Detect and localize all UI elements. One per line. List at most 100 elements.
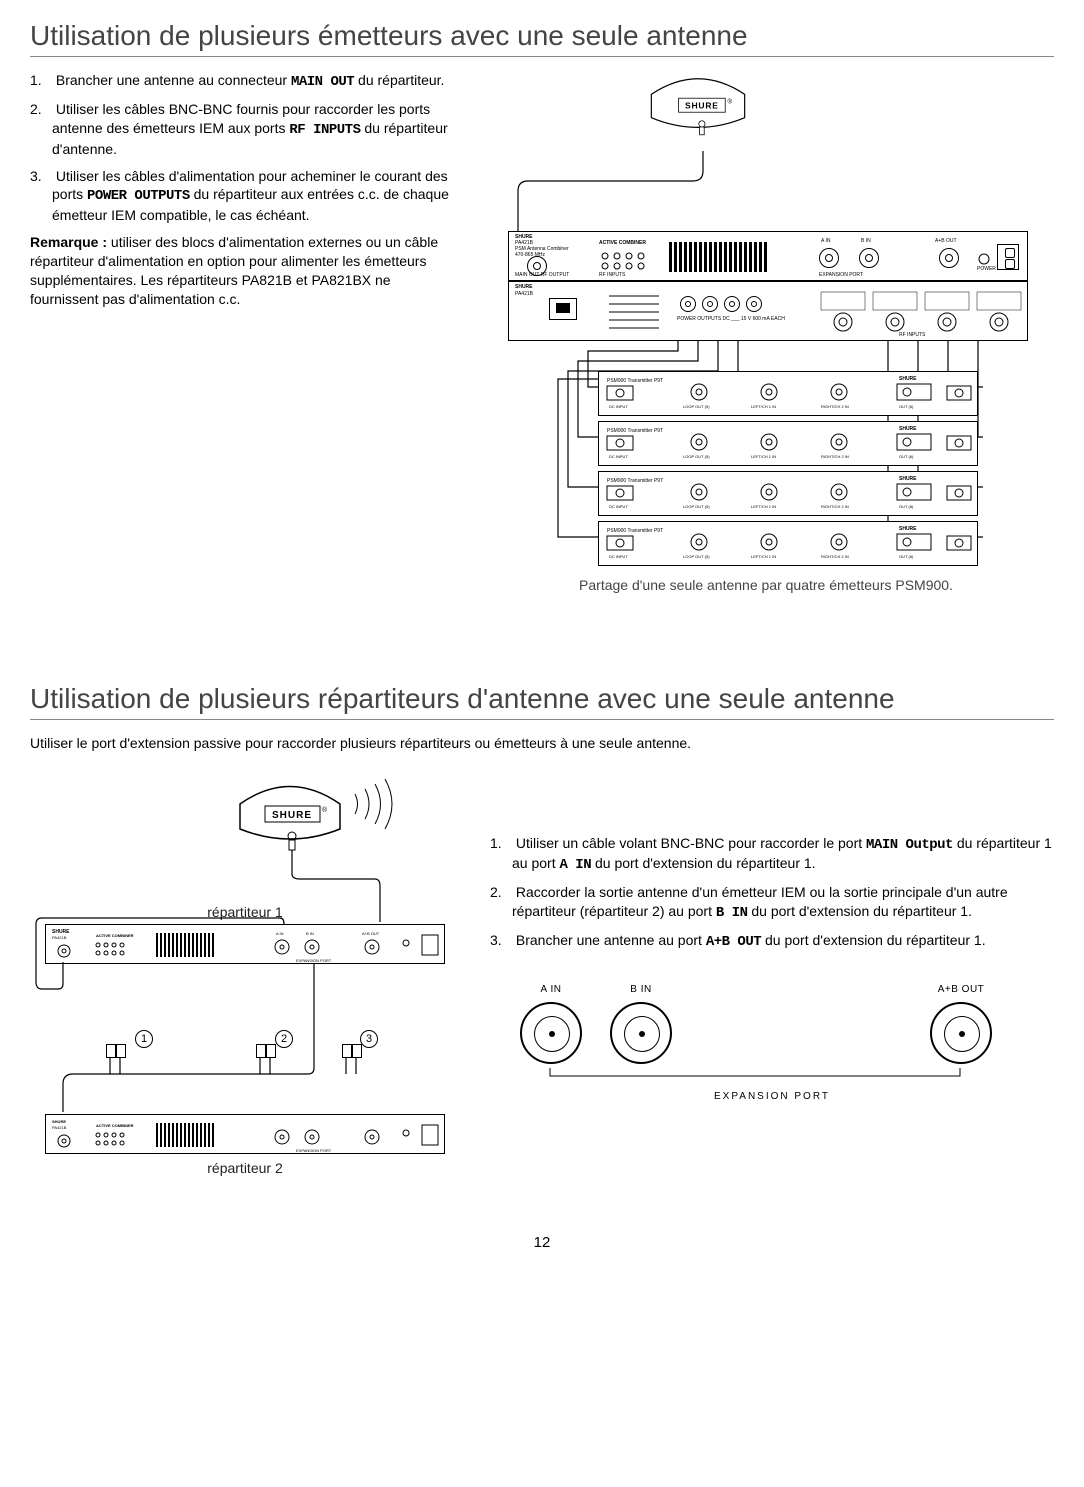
power-switch	[997, 244, 1019, 270]
s2-step-2-post: du port d'extension du répartiteur 1.	[747, 903, 971, 919]
svg-text:PSM900 Transmitter P9T: PSM900 Transmitter P9T	[607, 528, 663, 534]
s2-step-3-pre: Brancher une antenne au port	[516, 932, 706, 948]
exp-a-in-label: A IN	[520, 984, 582, 995]
s2-step-3-post: du port d'extension du répartiteur 1.	[761, 932, 985, 948]
section1-title: Utilisation de plusieurs émetteurs avec …	[30, 20, 1054, 57]
svg-text:OUT (6): OUT (6)	[899, 504, 914, 509]
svg-text:PSM900 Transmitter P9T: PSM900 Transmitter P9T	[607, 478, 663, 484]
power-label: POWER	[977, 266, 996, 272]
combiner-front-panel: SHURE PA421B PSM Antenna Combiner 470-86…	[508, 231, 1028, 281]
section1-body: Brancher une antenne au connecteur MAIN …	[30, 71, 1054, 593]
svg-text:ACTIVE COMBINER: ACTIVE COMBINER	[96, 1123, 134, 1128]
svg-text:SHURE: SHURE	[52, 1119, 66, 1124]
svg-text:LOOP OUT (5): LOOP OUT (5)	[683, 454, 710, 459]
iec-inlet-icon	[549, 298, 577, 320]
ab-out-bnc	[939, 248, 959, 268]
bnc-conn	[266, 1044, 276, 1058]
ab-out-label: A+B OUT	[935, 238, 957, 244]
s2-step-1: Utiliser un câble volant BNC-BNC pour ra…	[490, 834, 1054, 876]
section2-steps: Utiliser un câble volant BNC-BNC pour ra…	[490, 834, 1054, 952]
s2-step-1-code2: A IN	[559, 857, 591, 873]
bnc-conn	[116, 1044, 126, 1058]
power-out-bnc-row	[677, 296, 765, 317]
bnc-conn	[106, 1044, 116, 1058]
section2: Utilisation de plusieurs répartiteurs d'…	[30, 683, 1054, 1194]
svg-text:RIGHT/CH 2 IN: RIGHT/CH 2 IN	[821, 404, 849, 409]
svg-text:LEFT/CH 1 IN: LEFT/CH 1 IN	[751, 554, 776, 559]
transmitter-3: PSM900 Transmitter P9T DC INPUT LOOP OUT…	[598, 471, 978, 516]
power-out-label: POWER OUTPUTS DC ___ 15 V 600 mA EACH	[677, 316, 785, 322]
svg-text:OUT (6): OUT (6)	[899, 454, 914, 459]
exp-b-in-label: B IN	[610, 984, 672, 995]
diagram-1: SHURE ® SHURE P	[478, 71, 1038, 571]
exp-a-in-bnc	[520, 1002, 582, 1064]
section2-title: Utilisation de plusieurs répartiteurs d'…	[30, 683, 1054, 720]
rep2-label: répartiteur 2	[30, 1160, 460, 1176]
transmitter-4: PSM900 Transmitter P9T DC INPUT LOOP OUT…	[598, 521, 978, 566]
expansion-label: EXPANSION PORT	[819, 272, 863, 278]
svg-text:OUT (6): OUT (6)	[899, 554, 914, 559]
section1-steps: Brancher une antenne au connecteur MAIN …	[30, 71, 460, 225]
rfinputs-front-label: RF INPUTS	[599, 272, 625, 278]
s2-step-2: Raccorder la sortie antenne d'un émetteu…	[490, 883, 1054, 923]
s2-step-3: Brancher une antenne au port A+B OUT du …	[490, 931, 1054, 952]
s2-step-1-post: du port d'extension du répartiteur 1.	[591, 855, 815, 871]
exp-ab-out-bnc	[930, 1002, 992, 1064]
transmitter-2: PSM900 Transmitter P9T DC INPUT LOOP OUT…	[598, 421, 978, 466]
svg-text:PSM900 Transmitter P9T: PSM900 Transmitter P9T	[607, 428, 663, 434]
s1-step-1: Brancher une antenne au connecteur MAIN …	[30, 71, 460, 92]
model-label-back: PA421B	[515, 291, 533, 297]
vent-grille	[669, 242, 769, 277]
rf-inputs-back-label: RF INPUTS	[899, 332, 925, 338]
transmitter-1: PSM900 Transmitter P9T DC INPUT LOOP OUT…	[598, 371, 978, 416]
section2-body: SHURE ® répartiteur 1 SHURE PA421B ACTIV…	[30, 774, 1054, 1194]
svg-text:DC INPUT: DC INPUT	[609, 404, 628, 409]
svg-text:LOOP OUT (5): LOOP OUT (5)	[683, 404, 710, 409]
section1-text-col: Brancher une antenne au connecteur MAIN …	[30, 71, 460, 593]
exp-underline	[490, 1068, 1020, 1088]
svg-text:EXPANSION PORT: EXPANSION PORT	[296, 1148, 332, 1153]
svg-text:RIGHT/CH 2 IN: RIGHT/CH 2 IN	[821, 454, 849, 459]
section1-remark: Remarque : utiliser des blocs d'alimenta…	[30, 233, 460, 309]
svg-text:OUT (6): OUT (6)	[899, 404, 914, 409]
combiner-back-panel: SHURE PA421B POWER OUTPUTS DC ___ 15 V 6…	[508, 281, 1028, 341]
brand-label-back: SHURE	[515, 284, 533, 290]
svg-text:LOOP OUT (5): LOOP OUT (5)	[683, 554, 710, 559]
svg-text:DC INPUT: DC INPUT	[609, 504, 628, 509]
svg-text:LOOP OUT (5): LOOP OUT (5)	[683, 504, 710, 509]
splitter-2-panel: SHURE PA421B ACTIVE COMBINER EXPANSION P…	[45, 1114, 445, 1154]
s1-step-1-pre: Brancher une antenne au connecteur	[56, 72, 291, 88]
svg-text:SHURE: SHURE	[899, 426, 917, 432]
exp-ab-out-label: A+B OUT	[930, 984, 992, 995]
s2-step-1-code: MAIN Output	[866, 837, 953, 853]
svg-text:LEFT/CH 1 IN: LEFT/CH 1 IN	[751, 504, 776, 509]
b-in-bnc	[859, 248, 879, 268]
section2-intro: Utiliser le port d'extension passive pou…	[30, 734, 1054, 754]
svg-text:PA421B: PA421B	[52, 1125, 67, 1130]
bnc-conn	[352, 1044, 362, 1058]
svg-text:DC INPUT: DC INPUT	[609, 554, 628, 559]
vent-lines	[609, 292, 669, 337]
combiner-label: ACTIVE COMBINER	[599, 240, 646, 246]
s1-step-2-code: RF INPUTS	[289, 122, 360, 138]
b-in-label: B IN	[861, 238, 871, 244]
svg-text:SHURE: SHURE	[899, 376, 917, 382]
svg-text:PSM900 Transmitter P9T: PSM900 Transmitter P9T	[607, 378, 663, 384]
svg-text:LEFT/CH 1 IN: LEFT/CH 1 IN	[751, 454, 776, 459]
s1-step-1-post: du répartiteur.	[354, 72, 444, 88]
section2-right-col: Utiliser un câble volant BNC-BNC pour ra…	[490, 774, 1054, 1194]
bnc-conn	[342, 1044, 352, 1058]
exp-b-in-bnc	[610, 1002, 672, 1064]
s1-step-3-code: POWER OUTPUTS	[87, 188, 190, 204]
remark-label: Remarque :	[30, 234, 111, 250]
a-in-label: A IN	[821, 238, 830, 244]
svg-text:DC INPUT: DC INPUT	[609, 454, 628, 459]
svg-text:RIGHT/CH 2 IN: RIGHT/CH 2 IN	[821, 504, 849, 509]
s1-step-1-code: MAIN OUT	[291, 74, 354, 90]
mainout-bnc	[527, 256, 547, 276]
power-led-icon	[977, 252, 991, 266]
exp-port-label: EXPANSION PORT	[490, 1091, 1054, 1102]
section1-diagram-col: SHURE ® SHURE P	[478, 71, 1054, 593]
s2-step-2-code: B IN	[716, 905, 748, 921]
page-number: 12	[30, 1234, 1054, 1251]
